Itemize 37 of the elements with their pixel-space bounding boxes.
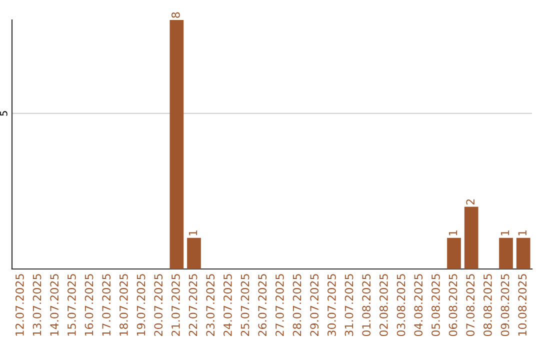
x-tick-label: 26.07.2025 [258,274,267,336]
x-tick-label: 14.07.2025 [50,274,59,336]
x-tick-label: 17.07.2025 [102,274,111,336]
x-tick-label: 19.07.2025 [136,274,146,336]
x-tick-label: 25.07.2025 [240,274,250,336]
x-tick-label: 16.07.2025 [84,274,94,336]
x-tick-label: 06.08.2025 [448,274,458,336]
x-tick-label: 23.07.2025 [206,274,215,336]
data-label: 1 [188,230,198,236]
x-tick-label: 02.08.2025 [379,274,388,336]
x-tick-label: 28.07.2025 [292,274,302,336]
x-tick-label: 31.07.2025 [344,274,354,336]
x-tick-label: 10.08.2025 [518,274,527,336]
x-tick-label: 01.08.2025 [362,274,371,336]
x-tick-label: 30.07.2025 [327,274,336,336]
x-tick-label: 07.08.2025 [466,274,475,336]
x-tick-label: 03.08.2025 [396,274,406,336]
data-label: 1 [500,230,510,236]
x-tick-label: 22.07.2025 [188,274,198,336]
data-label: 8 [171,12,180,18]
x-tick-label: 27.07.2025 [275,274,284,336]
x-tick-label: 18.07.2025 [119,274,128,336]
data-label: 1 [518,230,526,236]
x-tick-label: 09.08.2025 [500,274,510,336]
x-tick-label: 12.07.2025 [15,274,24,336]
x-tick-label: 29.07.2025 [310,274,319,336]
x-tick-label: 13.07.2025 [32,274,42,336]
x-tick-label: 05.08.2025 [431,274,440,336]
x-tick-label: 24.07.2025 [223,274,232,336]
x-tick-label: 04.08.2025 [414,274,423,336]
x-tick-label: 08.08.2025 [483,274,492,336]
data-label: 2 [466,199,474,205]
x-tick-label: 15.07.2025 [67,274,76,336]
data-label: 1 [448,230,458,236]
y-tick-label: 5 [0,111,8,116]
x-tick-label: 20.07.2025 [154,274,163,336]
x-tick-label: 21.07.2025 [171,274,180,336]
